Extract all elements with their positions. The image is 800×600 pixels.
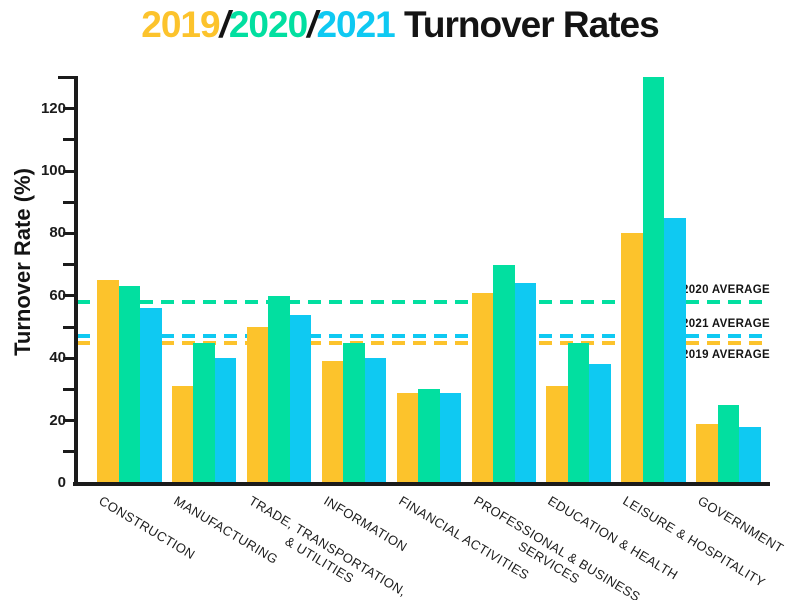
y-tick-20 — [63, 419, 74, 423]
y-tick-label-60: 60 — [49, 286, 66, 304]
y-tick-30 — [63, 387, 74, 391]
y-tick-50 — [63, 325, 74, 329]
bar-2020-trade-transportation — [268, 295, 290, 483]
title-slash: / — [307, 4, 317, 45]
x-category-label-leisure-hospitality: LEISURE & HOSPITALITY — [620, 493, 769, 591]
average-line-2021 — [77, 334, 768, 339]
chart-title: 2019/2020/2021 Turnover Rates — [0, 2, 800, 48]
y-tick-110 — [63, 138, 74, 142]
y-tick-120 — [63, 107, 74, 111]
y-axis-line — [74, 76, 78, 486]
bar-2021-financial-activities — [439, 392, 462, 483]
bar-2021-professional-business — [514, 283, 536, 483]
title-slash: / — [219, 4, 230, 45]
bar-2021-manufacturing — [214, 358, 237, 483]
bar-2020-manufacturing — [193, 342, 215, 483]
bar-2019-education-health — [546, 386, 568, 483]
bar-2020-government — [717, 405, 740, 483]
bar-2021-trade-transportation — [289, 314, 312, 483]
y-tick-40 — [63, 356, 74, 360]
bar-2019-construction — [97, 280, 119, 483]
y-tick-80 — [63, 231, 74, 235]
bar-2021-government — [739, 426, 761, 483]
average-label-2019: 2019 AVERAGE — [682, 348, 770, 361]
bar-2021-information — [364, 358, 387, 483]
bar-2021-leisure-hospitality — [664, 217, 686, 483]
y-tick-90 — [63, 200, 74, 204]
bar-2019-leisure-hospitality — [621, 233, 643, 483]
bar-2020-professional-business — [493, 264, 515, 483]
y-tick-label-40: 40 — [49, 349, 66, 367]
bar-2021-construction — [140, 308, 162, 483]
y-tick-label-20: 20 — [49, 411, 66, 429]
y-tick-100 — [63, 169, 74, 173]
bar-2021-education-health — [589, 364, 611, 483]
y-tick-label-0: 0 — [57, 474, 66, 491]
y-tick-label-100: 100 — [40, 162, 66, 179]
y-tick-label-80: 80 — [49, 224, 66, 242]
bar-2020-information — [343, 342, 365, 483]
title-part-2021: 2021 — [316, 4, 395, 45]
y-tick-label-120: 120 — [40, 99, 66, 117]
bar-2019-manufacturing — [171, 386, 194, 483]
y-tick-60 — [63, 294, 74, 298]
title-part-turnover-rates: Turnover Rates — [394, 4, 660, 45]
y-tick-70 — [63, 263, 74, 267]
average-label-2020: 2020 AVERAGE — [682, 284, 770, 297]
bar-2020-financial-activities — [418, 389, 440, 483]
bar-2019-government — [696, 423, 718, 483]
bar-2020-education-health — [567, 342, 590, 483]
bar-2019-information — [321, 361, 344, 483]
x-axis-line — [73, 482, 770, 486]
title-part-2019: 2019 — [141, 4, 220, 45]
average-label-2021: 2021 AVERAGE — [682, 318, 770, 331]
bar-2019-financial-activities — [396, 392, 419, 483]
average-line-2020 — [77, 300, 768, 305]
title-part-2020: 2020 — [228, 4, 308, 45]
bar-2020-construction — [118, 286, 140, 483]
y-tick-130 — [58, 75, 74, 79]
bar-2020-leisure-hospitality — [642, 77, 665, 483]
y-tick-10 — [63, 450, 74, 454]
average-line-2019 — [77, 340, 768, 345]
bar-2019-professional-business — [471, 292, 493, 483]
bar-2019-trade-transportation — [246, 327, 269, 483]
